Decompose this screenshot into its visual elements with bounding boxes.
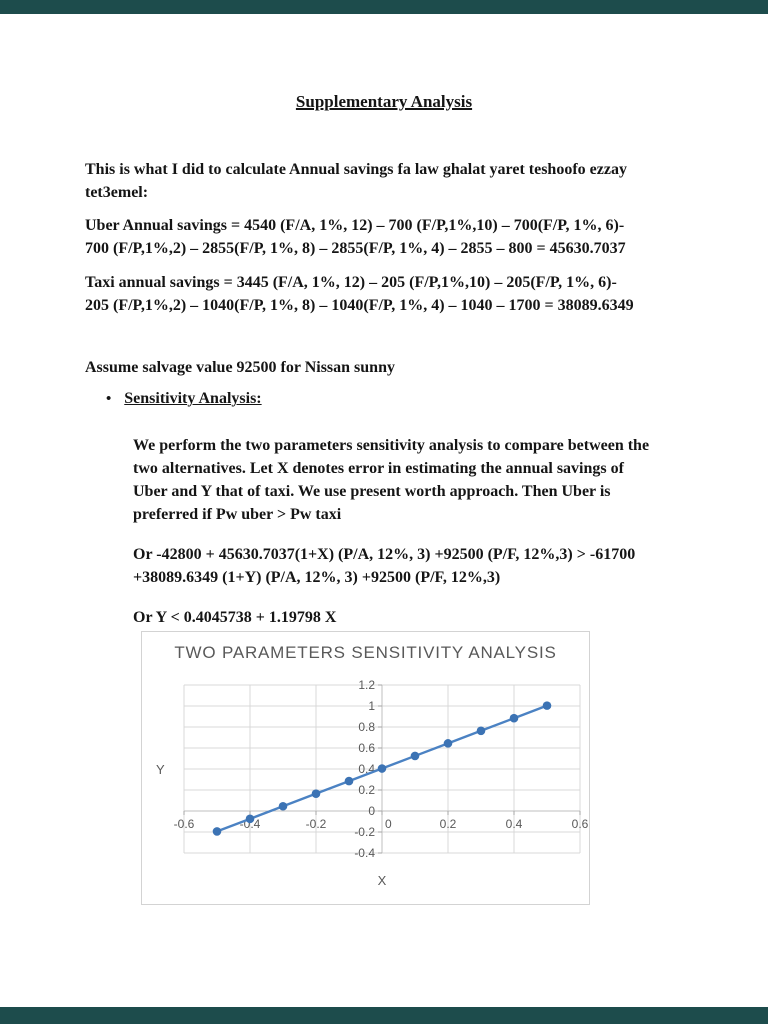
data-point-marker: [509, 713, 519, 723]
text-line: 700 (F/P,1%,2) – 2855(F/P, 1%, 8) – 2855…: [85, 240, 626, 257]
y-axis-title: Y: [156, 762, 165, 777]
text-line: Or Y < 0.4045738 + 1.19798 X: [133, 609, 337, 626]
text-line: +38089.6349 (1+Y) (P/A, 12%, 3) +92500 (…: [133, 569, 501, 586]
viewer-background-top: [0, 0, 768, 14]
taxi-savings-equation: Taxi annual savings = 3445 (F/A, 1%, 12)…: [85, 271, 634, 317]
data-point-marker: [410, 751, 420, 761]
chart-plot-area: -0.4-0.200.20.40.60.811.2-0.6 -0.4 -0.2 0 0.…: [156, 678, 589, 888]
text-line: Assume salvage value 92500 for Nissan su…: [85, 359, 395, 376]
y-tick-label: -0.2: [354, 825, 375, 839]
y-tick-label: 0.8: [358, 720, 375, 734]
sensitivity-chart: TWO PARAMETERS SENSITIVITY ANALYSIS -0.4…: [141, 631, 590, 905]
y-tick-label: 0: [368, 804, 375, 818]
data-point-marker: [542, 701, 552, 710]
x-axis-title: X: [378, 873, 387, 888]
sensitivity-analysis-heading: • Sensitivity Analysis:: [106, 390, 262, 408]
y-tick-label: 1.2: [358, 678, 375, 692]
salvage-value-note: Assume salvage value 92500 for Nissan su…: [85, 356, 395, 379]
present-worth-inequality: Or -42800 + 45630.7037(1+X) (P/A, 12%, 3…: [133, 543, 635, 589]
page-title: Supplementary Analysis: [295, 92, 473, 111]
text-line: Uber and Y that of taxi. We use present …: [133, 483, 611, 500]
text-line: Taxi annual savings = 3445 (F/A, 1%, 12)…: [85, 274, 617, 291]
x-tick-label: 0.6: [572, 817, 589, 831]
y-tick-label: -0.4: [354, 846, 375, 860]
data-point-marker: [245, 814, 255, 824]
uber-savings-equation: Uber Annual savings = 4540 (F/A, 1%, 12)…: [85, 214, 626, 260]
text-line: Or -42800 + 45630.7037(1+X) (P/A, 12%, 3…: [133, 546, 636, 563]
data-point-marker: [278, 801, 288, 811]
x-tick-label: -0.2: [306, 817, 327, 831]
x-tick-label: 0.2: [440, 817, 457, 831]
text-line: 205 (F/P,1%,2) – 1040(F/P, 1%, 8) – 1040…: [85, 297, 634, 314]
text-line: We perform the two parameters sensitivit…: [133, 437, 650, 454]
data-point-marker: [212, 827, 222, 836]
data-point-marker: [443, 739, 453, 748]
data-point-marker: [344, 776, 354, 786]
chart-title: TWO PARAMETERS SENSITIVITY ANALYSIS: [174, 643, 557, 662]
data-point-marker: [311, 789, 321, 798]
analysis-description-paragraph: We perform the two parameters sensitivit…: [133, 434, 649, 526]
x-tick-label: -0.6: [174, 817, 195, 831]
text-line: tet3emel:: [85, 184, 149, 201]
x-tick-label: 0: [385, 817, 392, 831]
bullet-heading-text: Sensitivity Analysis:: [124, 390, 262, 407]
result-inequality: Or Y < 0.4045738 + 1.19798 X: [133, 606, 336, 629]
text-line: Uber Annual savings = 4540 (F/A, 1%, 12)…: [85, 217, 625, 234]
text-line: This is what I did to calculate Annual s…: [85, 161, 627, 178]
x-tick-label: 0.4: [506, 817, 523, 831]
intro-paragraph: This is what I did to calculate Annual s…: [85, 158, 627, 204]
text-line: two alternatives. Let X denotes error in…: [133, 460, 624, 477]
y-tick-label: 1: [368, 699, 375, 713]
y-tick-label: 0.6: [358, 741, 375, 755]
y-tick-label: 0.2: [358, 783, 375, 797]
data-point-marker: [377, 764, 387, 773]
viewer-background-bottom: [0, 1007, 768, 1024]
bullet-icon: •: [106, 391, 112, 407]
text-line: preferred if Pw uber > Pw taxi: [133, 506, 342, 523]
data-point-marker: [476, 726, 486, 736]
